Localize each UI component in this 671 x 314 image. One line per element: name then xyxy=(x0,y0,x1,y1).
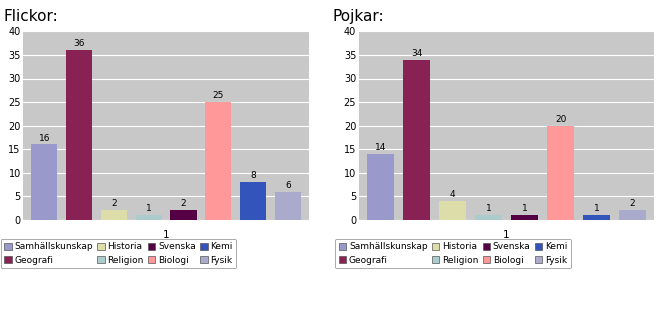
Bar xyxy=(439,201,466,220)
Bar xyxy=(240,182,266,220)
Text: Pojkar:: Pojkar: xyxy=(332,9,384,24)
Bar xyxy=(367,154,394,220)
Text: 2: 2 xyxy=(630,199,635,208)
Text: 6: 6 xyxy=(285,181,291,190)
Bar xyxy=(274,192,301,220)
Bar xyxy=(547,126,574,220)
Text: Flickor:: Flickor: xyxy=(3,9,58,24)
Text: 34: 34 xyxy=(411,49,422,58)
Bar xyxy=(475,215,502,220)
Text: 1: 1 xyxy=(522,204,527,213)
Text: 25: 25 xyxy=(213,91,224,100)
Bar xyxy=(511,215,538,220)
Text: 2: 2 xyxy=(180,199,187,208)
Text: 1: 1 xyxy=(594,204,599,213)
Legend: Samhällskunskap, Geografi, Historia, Religion, Svenska, Biologi, Kemi, Fysik: Samhällskunskap, Geografi, Historia, Rel… xyxy=(336,239,571,268)
Bar xyxy=(32,144,58,220)
Text: 1: 1 xyxy=(486,204,491,213)
Text: 20: 20 xyxy=(555,115,566,124)
Text: 16: 16 xyxy=(39,133,50,143)
Bar xyxy=(66,50,92,220)
Bar xyxy=(170,210,197,220)
Bar xyxy=(205,102,231,220)
Text: 14: 14 xyxy=(375,143,386,152)
Bar xyxy=(101,210,127,220)
Bar xyxy=(403,60,430,220)
Text: 36: 36 xyxy=(73,39,85,48)
Bar xyxy=(583,215,610,220)
Text: 2: 2 xyxy=(111,199,117,208)
Bar xyxy=(136,215,162,220)
Text: 1: 1 xyxy=(146,204,152,213)
Text: 8: 8 xyxy=(250,171,256,180)
Legend: Samhällskunskap, Geografi, Historia, Religion, Svenska, Biologi, Kemi, Fysik: Samhällskunskap, Geografi, Historia, Rel… xyxy=(1,239,236,268)
Text: 4: 4 xyxy=(450,190,456,199)
Bar xyxy=(619,210,646,220)
